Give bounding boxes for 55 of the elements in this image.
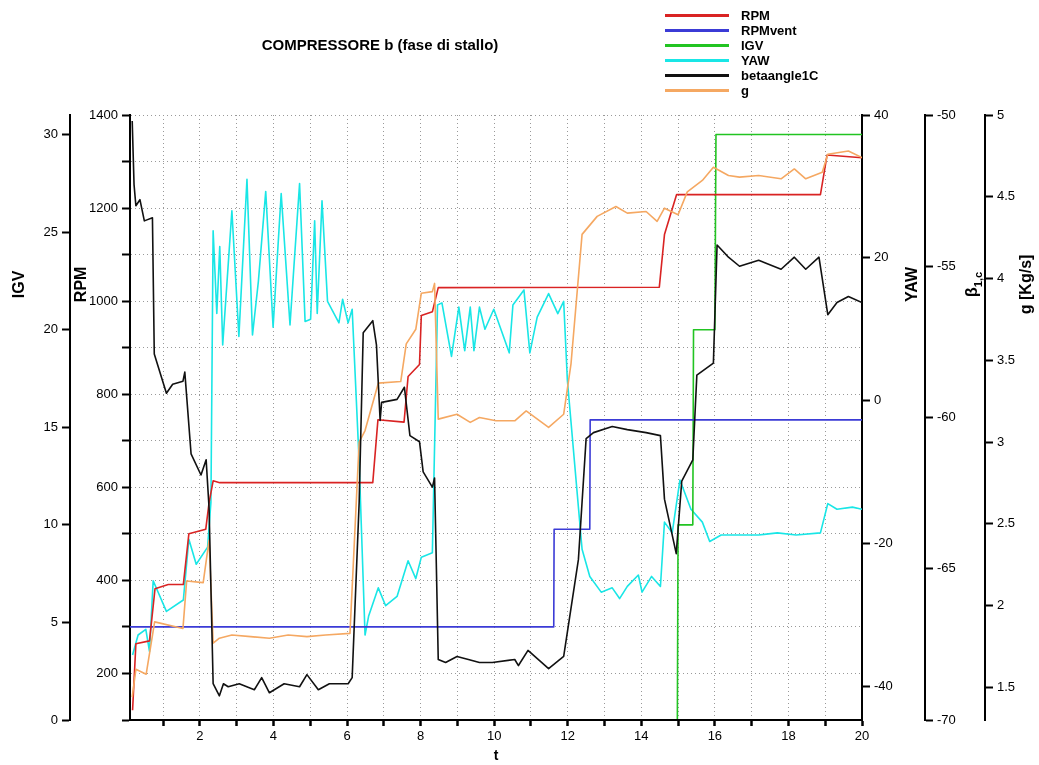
x-tick-label: 4 <box>269 728 278 744</box>
y2-tick-label: 30 <box>43 126 58 142</box>
y2-tick-label: 4 <box>997 270 1005 286</box>
y2-axis-title: g [Kg/s] <box>1017 254 1035 315</box>
x-tick-label: 18 <box>781 728 796 744</box>
y2-tick-label: 2 <box>997 597 1005 613</box>
y2-tick-label: 15 <box>43 418 58 434</box>
y2-tick-label: 3 <box>997 433 1005 449</box>
y2-tick-label: 10 <box>43 516 58 532</box>
y-tick-label: -55 <box>937 257 956 273</box>
y3-axis-title: YAW <box>903 266 921 302</box>
y2-tick-label: 1.5 <box>997 678 1016 694</box>
y-tick-label: -65 <box>937 560 956 576</box>
legend-label: RPMvent <box>740 23 797 38</box>
y3-tick-label: 0 <box>874 392 882 408</box>
x-tick-label: 8 <box>416 728 425 744</box>
x-axis-title: t <box>493 747 499 764</box>
chart-title: COMPRESSORE b (fase di stallo) <box>260 36 500 53</box>
y2-tick-label: 20 <box>43 321 58 337</box>
legend-label: g <box>740 83 749 98</box>
y-tick-label: 800 <box>96 385 118 401</box>
y3-tick-label: 20 <box>874 249 889 265</box>
x-tick-label: 2 <box>196 728 204 744</box>
y3-tick-label: -40 <box>874 678 893 694</box>
y2-axis-title: IGV <box>10 270 28 299</box>
x-tick-label: 14 <box>634 728 649 744</box>
y-axis-title: RPM <box>72 266 90 303</box>
y-axis-title: β1,c <box>963 271 984 298</box>
y-tick-label: 1400 <box>89 106 118 122</box>
y-tick-label: -60 <box>937 409 956 425</box>
x-tick-label: 16 <box>707 728 723 744</box>
legend-label: YAW <box>740 53 770 68</box>
y-tick-label: 1200 <box>89 199 118 215</box>
legend-label: betaangle1C <box>740 68 819 83</box>
x-tick-label: 12 <box>560 728 575 744</box>
y-tick-label: 1000 <box>89 292 118 308</box>
y-tick-label: 400 <box>96 571 118 587</box>
y2-tick-label: 25 <box>43 223 58 239</box>
y2-tick-label: 3.5 <box>997 351 1016 367</box>
y-tick-label: 600 <box>96 478 118 494</box>
legend-label: IGV <box>740 38 764 53</box>
y2-tick-label: 2.5 <box>997 515 1016 531</box>
y-tick-label: -70 <box>937 711 956 727</box>
y2-tick-label: 5 <box>50 614 58 629</box>
y-tick-label: 200 <box>96 665 118 681</box>
x-tick-label: 6 <box>343 728 351 744</box>
y3-tick-label: -20 <box>874 535 893 551</box>
x-tick-label: 20 <box>854 728 870 744</box>
legend-label: RPM <box>740 8 770 23</box>
x-tick-label: 10 <box>486 728 502 744</box>
y-tick-label: -50 <box>937 106 956 122</box>
y3-tick-label: 40 <box>874 106 889 122</box>
y2-tick-label: 0 <box>50 711 58 727</box>
y2-tick-label: 5 <box>997 106 1005 122</box>
y2-tick-label: 4.5 <box>997 188 1016 204</box>
